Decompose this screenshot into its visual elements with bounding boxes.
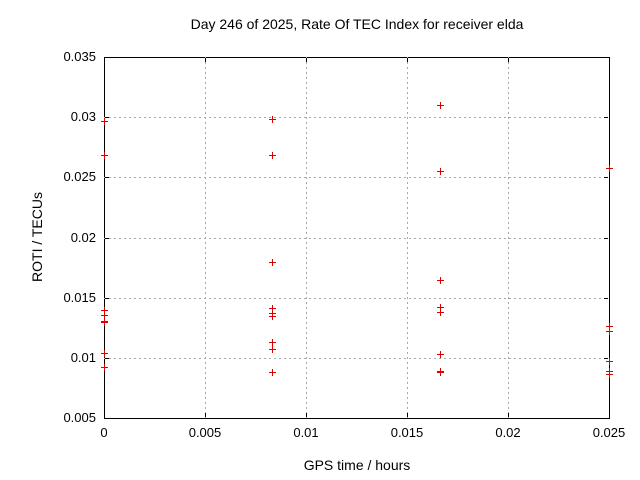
data-point [268, 313, 276, 321]
axis-tick-top [306, 58, 307, 62]
axis-tick-left [105, 358, 109, 359]
grid-line-horizontal [104, 117, 609, 118]
data-point [268, 338, 276, 346]
data-point [100, 363, 108, 371]
axis-tick-top [407, 58, 408, 62]
y-tick-label: 0.015 [63, 290, 96, 305]
axis-tick-right [604, 238, 608, 239]
data-point [437, 303, 445, 311]
x-tick-label: 0.015 [390, 425, 424, 440]
data-point [100, 152, 108, 160]
data-point [268, 116, 276, 124]
axis-tick-left [105, 298, 109, 299]
axis-tick-right [604, 117, 608, 118]
data-point [268, 304, 276, 312]
axis-tick-top [205, 58, 206, 62]
x-tick-label: 0.005 [188, 425, 222, 440]
data-point [100, 312, 108, 320]
data-point [100, 349, 108, 357]
data-point [437, 308, 445, 316]
axis-tick-top [508, 58, 509, 62]
data-point [605, 165, 613, 173]
axis-tick-bottom [306, 413, 307, 417]
axis-tick-bottom [508, 413, 509, 417]
y-tick-label: 0.035 [63, 49, 96, 64]
grid-line-vertical [205, 57, 206, 418]
data-point [437, 350, 445, 358]
axis-tick-left [105, 238, 109, 239]
data-point [605, 327, 613, 335]
axis-tick-right [604, 298, 608, 299]
data-point [100, 319, 108, 327]
data-point [268, 309, 276, 317]
axis-tick-right [604, 177, 608, 178]
grid-line-vertical [306, 57, 307, 418]
grid-line-vertical [407, 57, 408, 418]
axis-tick-right [604, 358, 608, 359]
x-axis-label: GPS time / hours [303, 457, 411, 473]
y-tick-label: 0.025 [63, 169, 96, 184]
chart-title: Day 246 of 2025, Rate Of TEC Index for r… [190, 16, 524, 32]
data-point [605, 371, 613, 379]
data-point [100, 307, 108, 315]
data-point [605, 357, 613, 365]
x-tick-label: 0.01 [293, 425, 319, 440]
data-point [605, 323, 613, 331]
axis-tick-bottom [407, 413, 408, 417]
grid-line-horizontal [104, 177, 609, 178]
x-tick-label: 0.02 [495, 425, 521, 440]
data-point [100, 118, 108, 126]
grid-line-horizontal [104, 238, 609, 239]
y-tick-label: 0.03 [70, 109, 96, 124]
grid-line-vertical [508, 57, 509, 418]
grid-line-horizontal [104, 298, 609, 299]
data-point [605, 367, 613, 375]
data-point [437, 368, 445, 376]
grid-line-horizontal [104, 358, 609, 359]
axis-tick-left [105, 177, 109, 178]
data-point [437, 167, 445, 175]
axis-tick-bottom [205, 413, 206, 417]
y-tick-label: 0.005 [63, 410, 96, 425]
x-tick-label: 0.025 [592, 425, 626, 440]
data-point [268, 368, 276, 376]
x-tick-label: 0 [100, 425, 108, 440]
data-point [268, 345, 276, 353]
data-point [437, 101, 445, 109]
y-tick-label: 0.02 [70, 230, 96, 245]
data-point [268, 259, 276, 267]
axis-tick-left [105, 117, 109, 118]
y-tick-label: 0.01 [70, 350, 96, 365]
data-point [437, 277, 445, 285]
data-point [268, 152, 276, 160]
